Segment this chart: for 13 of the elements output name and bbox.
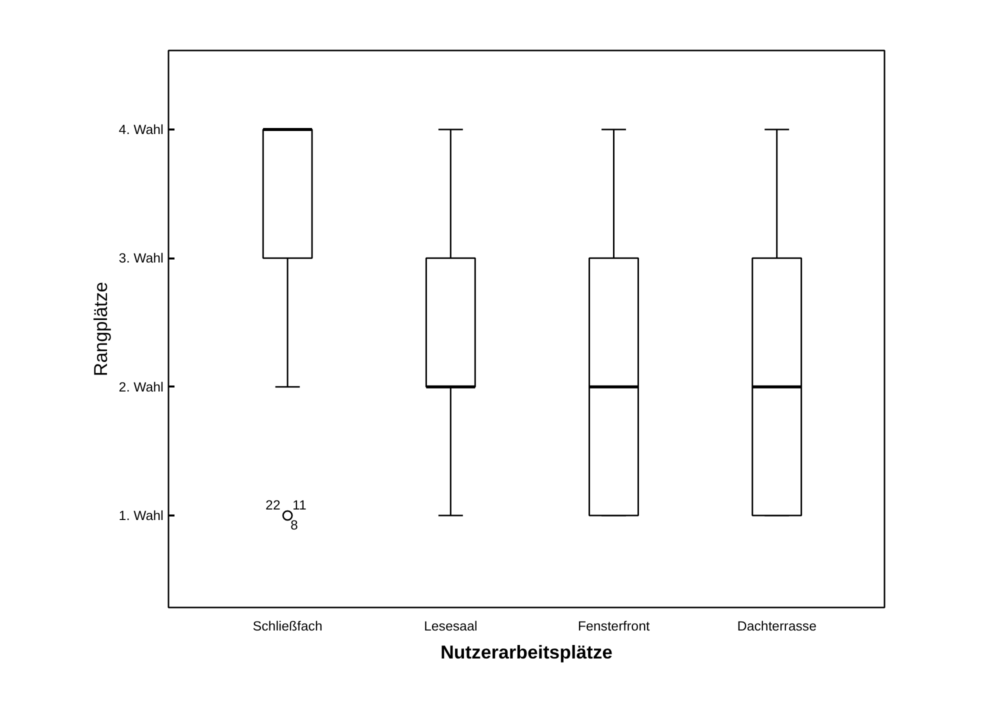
annotation: 11 bbox=[292, 498, 306, 513]
annotation: 22 bbox=[266, 498, 280, 513]
x-axis-title: Nutzerarbeitsplätze bbox=[440, 642, 613, 662]
x-tick-label: Lesesaal bbox=[424, 618, 478, 634]
y-tick-label: 2. Wahl bbox=[118, 379, 164, 394]
x-tick-label: Schließfach bbox=[252, 618, 322, 634]
x-tick-label: Dachterrasse bbox=[737, 618, 816, 634]
x-tick-label: Fensterfront bbox=[578, 618, 650, 634]
annotation: 8 bbox=[290, 518, 298, 533]
y-axis-title: Rangplätze bbox=[90, 282, 111, 376]
y-tick-label: 4. Wahl bbox=[118, 122, 164, 137]
y-tick-label: 3. Wahl bbox=[118, 250, 164, 266]
y-tick-label: 1. Wahl bbox=[118, 508, 164, 524]
